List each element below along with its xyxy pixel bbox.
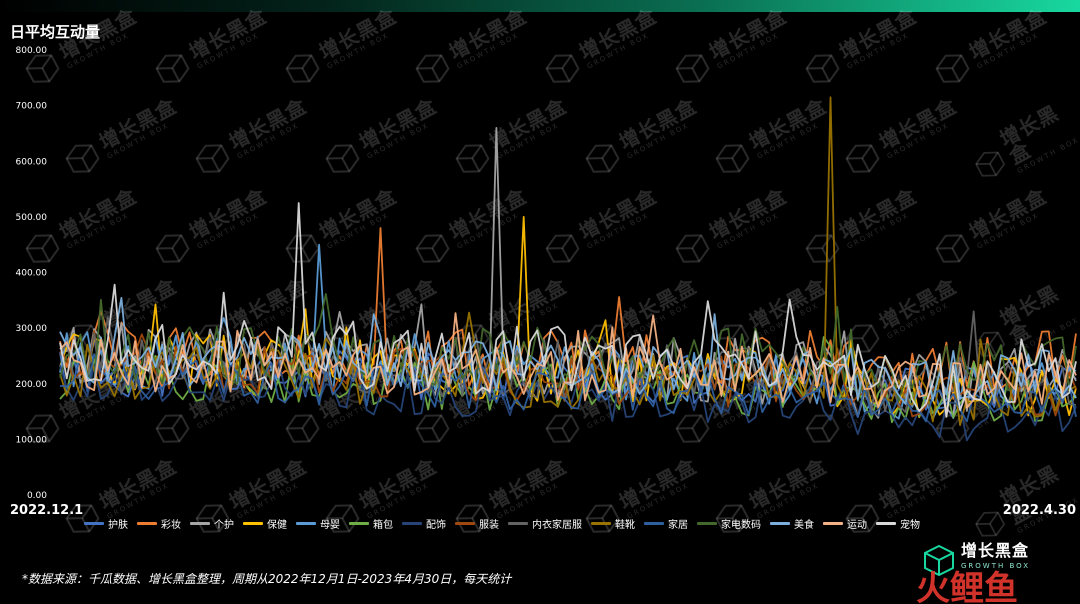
legend-swatch [823, 522, 843, 525]
series-line-15 [59, 202, 1077, 418]
chart-legend: 护肤 彩妆 个护 保健 母婴 箱包 配饰 服装 内衣家居服 鞋靴 家居 家电数码 美食 运动 宠物 [84, 516, 1004, 531]
source-note: *数据来源：千瓜数据、增长黑盒整理，周期从2022年12月1日-2023年4月3… [22, 572, 512, 586]
series-line-14 [59, 312, 1077, 418]
x-axis-end-label: 2022.4.30 [1002, 503, 1076, 518]
legend-swatch [697, 522, 717, 525]
legend-swatch [591, 522, 611, 525]
legend-item: 家居 [644, 516, 688, 531]
series-line-4 [59, 216, 1077, 419]
legend-swatch [770, 522, 790, 525]
legend-item: 配饰 [402, 516, 446, 531]
brand-name: 增长黑盒 [961, 541, 1030, 560]
legend-swatch [349, 522, 369, 525]
legend-swatch [137, 522, 157, 525]
legend-swatch [190, 522, 210, 525]
legend-swatch [402, 522, 422, 525]
legend-swatch [455, 522, 475, 525]
legend-label: 彩妆 [161, 520, 181, 531]
legend-item: 保健 [243, 516, 287, 531]
legend-label: 母婴 [320, 520, 340, 531]
y-tick-label: 800.00 [16, 46, 48, 56]
legend-label: 箱包 [373, 520, 393, 531]
legend-swatch [508, 522, 528, 525]
legend-item: 个护 [190, 516, 234, 531]
legend-label: 家居 [668, 520, 688, 531]
legend-swatch [243, 522, 263, 525]
legend-label: 服装 [479, 520, 499, 531]
legend-swatch [644, 522, 664, 525]
legend-item: 鞋靴 [591, 516, 635, 531]
legend-label: 保健 [267, 520, 287, 531]
corner-logo-text: 火鲤鱼 [916, 569, 1018, 604]
y-tick-label: 400.00 [16, 269, 48, 279]
legend-item: 护肤 [84, 516, 128, 531]
legend-item: 美食 [770, 516, 814, 531]
legend-label: 家电数码 [721, 520, 761, 531]
y-tick-label: 0.00 [27, 491, 47, 501]
legend-swatch [876, 522, 896, 525]
series-line-13 [59, 297, 1077, 405]
legend-item: 母婴 [296, 516, 340, 531]
chart-title: 日平均互动量 [10, 23, 101, 41]
legend-item: 内衣家居服 [508, 516, 582, 531]
y-tick-label: 500.00 [16, 213, 48, 223]
legend-label: 内衣家居服 [532, 520, 582, 531]
brand-logo: 增长黑盒 GROWTH BOX [922, 543, 1030, 577]
legend-item: 宠物 [876, 516, 920, 531]
brand-subtitle: GROWTH BOX [961, 562, 1031, 570]
corner-logo-mark: 火鲤鱼 [916, 569, 1018, 604]
legend-item: 运动 [823, 516, 867, 531]
legend-label: 宠物 [900, 520, 920, 531]
y-tick-label: 200.00 [16, 380, 48, 390]
legend-item: 彩妆 [137, 516, 181, 531]
legend-label: 配饰 [426, 520, 446, 531]
legend-label: 鞋靴 [615, 520, 635, 531]
y-tick-label: 700.00 [16, 102, 48, 112]
x-axis-start-label: 2022.12.1 [10, 503, 84, 518]
legend-swatch [296, 522, 316, 525]
legend-swatch [84, 522, 104, 525]
legend-label: 个护 [214, 520, 234, 531]
legend-item: 箱包 [349, 516, 393, 531]
legend-item: 服装 [455, 516, 499, 531]
top-accent-bar [0, 0, 1080, 12]
y-tick-label: 600.00 [16, 157, 48, 167]
legend-label: 护肤 [108, 520, 128, 531]
legend-label: 运动 [847, 520, 867, 531]
brand-cube-icon [924, 544, 954, 577]
y-tick-label: 300.00 [16, 324, 48, 334]
legend-item: 家电数码 [697, 516, 761, 531]
legend-label: 美食 [794, 520, 814, 531]
y-tick-label: 100.00 [16, 435, 48, 445]
